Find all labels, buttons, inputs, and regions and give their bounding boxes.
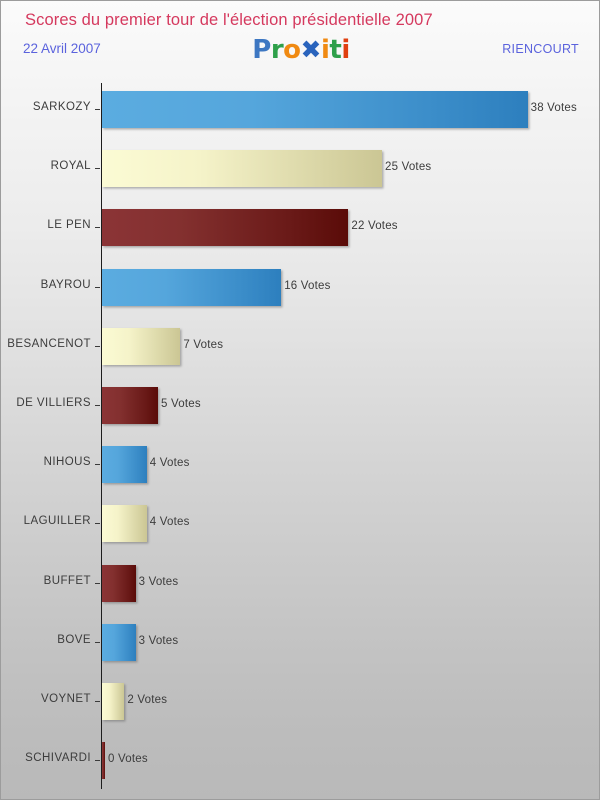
bar (102, 268, 282, 306)
bar-category-label: LAGUILLER (23, 515, 91, 528)
axis-tick (95, 286, 100, 288)
bar-value-label: 38 Votes (530, 102, 577, 114)
logo-letter-p: P (252, 35, 271, 65)
logo-letter-t: t (329, 35, 342, 65)
bar (102, 505, 147, 543)
bar-row: BAYROU 16 Votes (1, 259, 599, 318)
bar-value-label: 3 Votes (138, 634, 179, 647)
axis-tick (95, 345, 100, 347)
axis-tick (95, 227, 100, 229)
bar-row: LE PEN 22 Votes (1, 199, 599, 258)
proxiti-logo: Pro✖iti (1, 35, 599, 65)
bar-row: DE VILLIERS 5 Votes (1, 377, 599, 436)
bar (102, 91, 528, 128)
bar-category-label: LE PEN (47, 219, 91, 232)
bar-category-label: DE VILLIERS (16, 397, 91, 409)
logo-letter-i2: i (341, 35, 350, 65)
bar-value-label: 22 Votes (351, 220, 398, 233)
axis-tick (95, 109, 100, 110)
bar (102, 683, 125, 720)
location-label: RIENCOURT (502, 42, 579, 56)
axis-tick (95, 641, 100, 643)
logo-x-icon: ✖ (300, 35, 322, 64)
bar-row: LAGUILLER 4 Votes (1, 495, 599, 554)
bar (102, 623, 136, 661)
bar-value-label: 4 Votes (149, 457, 190, 470)
bar-row: SARKOZY 38 Votes (1, 81, 599, 140)
chart-date-label: 22 Avril 2007 (23, 41, 101, 56)
bar (102, 150, 382, 188)
bar (102, 387, 158, 424)
logo-letter-i1: i (320, 35, 330, 65)
bar-row: BESANCENOT 7 Votes (1, 318, 599, 377)
bar-row: VOYNET 2 Votes (1, 673, 599, 732)
bar-category-label: BOVE (57, 633, 91, 646)
axis-tick (95, 405, 100, 406)
axis-tick (95, 582, 100, 584)
bar-value-label: 0 Votes (108, 753, 148, 766)
bar-category-label: ROYAL (50, 160, 91, 173)
bar-value-label: 2 Votes (127, 694, 168, 706)
bar-row: SCHIVARDI 0 Votes (1, 732, 599, 791)
axis-tick (95, 701, 100, 702)
plot-area: SARKOZY 38 Votes ROYAL 25 Votes LE PEN 22 Vot… (1, 73, 599, 799)
chart-header: Scores du premier tour de l'élection pré… (1, 1, 599, 73)
axis-tick (95, 760, 100, 762)
bar (102, 742, 105, 780)
bar (102, 327, 181, 365)
bar (102, 446, 147, 484)
bar-row: BOVE 3 Votes (1, 614, 599, 673)
bar-value-label: 25 Votes (385, 161, 432, 174)
axis-tick (95, 168, 100, 170)
category-axis-line (101, 83, 102, 789)
bar-category-label: SARKOZY (32, 101, 91, 113)
logo-letter-r: r (270, 35, 284, 65)
bar (102, 209, 349, 247)
bar-category-label: BAYROU (40, 278, 91, 291)
bar-row: ROYAL 25 Votes (1, 140, 599, 199)
bar-category-label: SCHIVARDI (25, 752, 91, 765)
bar-value-label: 7 Votes (183, 338, 224, 351)
bar-value-label: 5 Votes (161, 398, 201, 410)
bar-value-label: 3 Votes (138, 575, 179, 588)
bar-row: NIHOUS 4 Votes (1, 436, 599, 495)
bar (102, 564, 136, 602)
axis-tick (95, 464, 100, 466)
bar-category-label: NIHOUS (43, 456, 91, 469)
page-title: Scores du premier tour de l'élection pré… (25, 11, 433, 29)
bar-category-label: BUFFET (43, 574, 91, 587)
bar-value-label: 4 Votes (149, 516, 190, 529)
bar-value-label: 16 Votes (284, 279, 331, 292)
bar-category-label: VOYNET (41, 693, 91, 705)
logo-letter-o: o (283, 35, 301, 65)
axis-tick (95, 523, 100, 525)
bar-category-label: BESANCENOT (7, 337, 91, 350)
bar-row: BUFFET 3 Votes (1, 555, 599, 614)
